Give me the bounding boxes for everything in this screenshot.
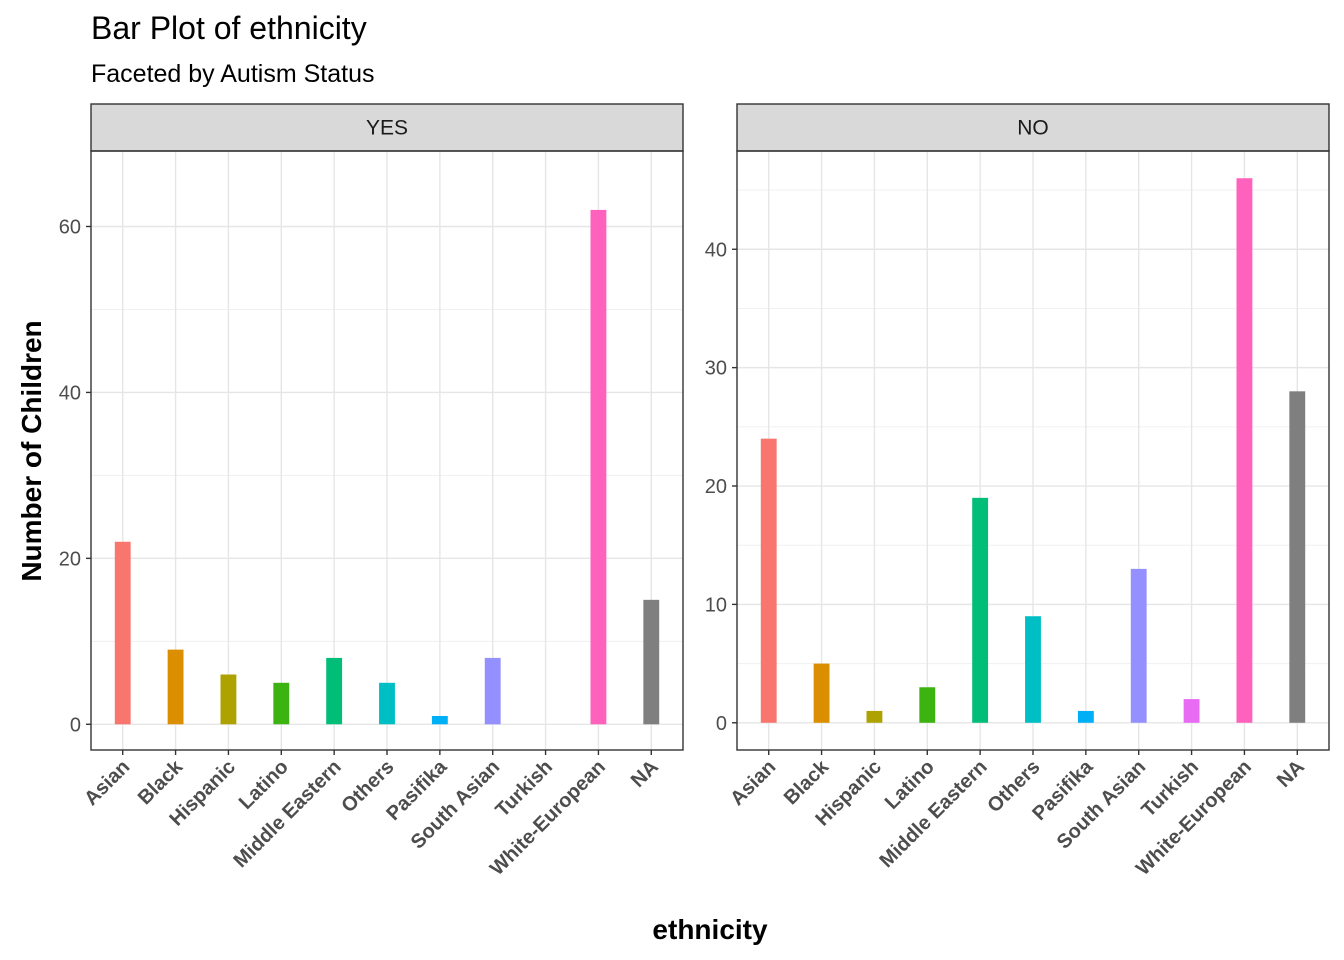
bar-asian xyxy=(760,438,777,723)
bar-others xyxy=(379,682,395,725)
bar-white-european xyxy=(1236,178,1253,723)
y-tick-label: 10 xyxy=(705,594,727,616)
bar-others xyxy=(1025,616,1041,723)
y-tick-label: 20 xyxy=(59,548,81,570)
y-tick-label: 0 xyxy=(70,714,81,736)
bar-middle-eastern xyxy=(326,657,343,725)
bar-white-european xyxy=(590,209,607,725)
facet-strip xyxy=(736,103,1330,152)
facet-strip-label: YES xyxy=(366,117,408,140)
bar-black xyxy=(167,649,184,725)
bar-south-asian xyxy=(1130,568,1147,723)
bar-pasifika xyxy=(1077,710,1094,723)
bar-asian xyxy=(114,541,131,725)
chart-title: Bar Plot of ethnicity xyxy=(91,10,367,46)
y-tick-label: 40 xyxy=(59,382,81,404)
y-tick-label: 60 xyxy=(59,216,81,238)
y-tick-label: 20 xyxy=(705,476,727,498)
bar-middle-eastern xyxy=(972,497,989,723)
bar-pasifika xyxy=(431,715,448,725)
bar-latino xyxy=(273,682,290,725)
bar-south-asian xyxy=(484,657,501,725)
bar-latino xyxy=(919,687,936,723)
chart-subtitle: Faceted by Autism Status xyxy=(91,60,375,88)
facet-strip xyxy=(90,103,684,152)
bar-hispanic xyxy=(866,710,883,723)
facet-strip-label: NO xyxy=(1017,117,1049,140)
y-tick-label: 30 xyxy=(705,358,727,380)
x-tick-label: Asian xyxy=(726,756,780,810)
bar-hispanic xyxy=(220,674,237,725)
bar-na xyxy=(643,599,660,725)
bar-turkish xyxy=(1183,699,1200,723)
x-tick-label: NA xyxy=(1273,756,1309,792)
y-tick-label: 40 xyxy=(705,239,727,261)
y-tick-label: 0 xyxy=(716,713,727,735)
bar-black xyxy=(813,663,830,723)
bar-na xyxy=(1289,391,1306,723)
x-axis-title: ethnicity xyxy=(652,914,768,945)
